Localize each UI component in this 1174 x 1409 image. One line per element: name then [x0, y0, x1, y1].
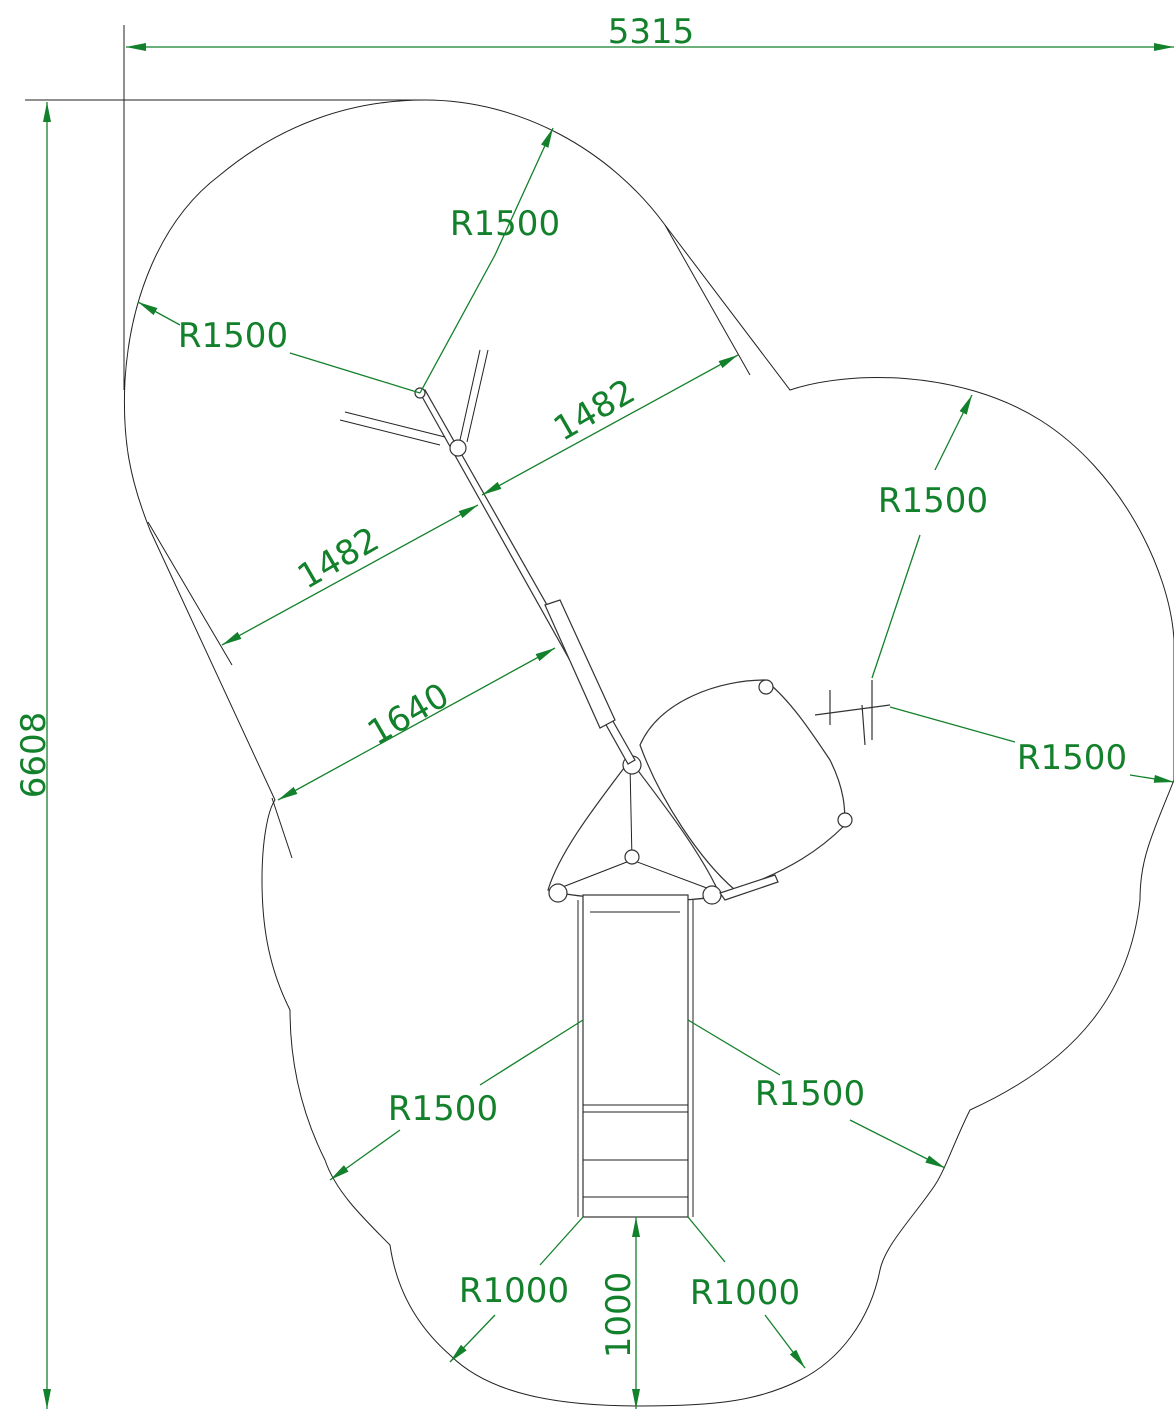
dimension-label: R1000: [690, 1273, 800, 1313]
dimension-label: R1500: [1017, 738, 1127, 778]
dimension-label: 1482: [291, 520, 386, 598]
dimension-label: R1500: [178, 316, 288, 356]
dimension-label: 1482: [547, 372, 642, 450]
drawing: 5315 6608 R1500 R1500 1482 1482 1640 R15…: [0, 0, 1174, 1409]
dimension-label: R1000: [459, 1271, 569, 1311]
dimension-label: 5315: [608, 12, 695, 52]
dimension-label: 6608: [14, 712, 54, 799]
dimension-label: 1000: [599, 1272, 639, 1359]
dimension-label: R1500: [450, 204, 560, 244]
dimension-label: R1500: [755, 1074, 865, 1114]
dimension-label: R1500: [878, 481, 988, 521]
dimension-label: R1500: [388, 1089, 498, 1129]
dimension-label: 1640: [361, 676, 456, 754]
